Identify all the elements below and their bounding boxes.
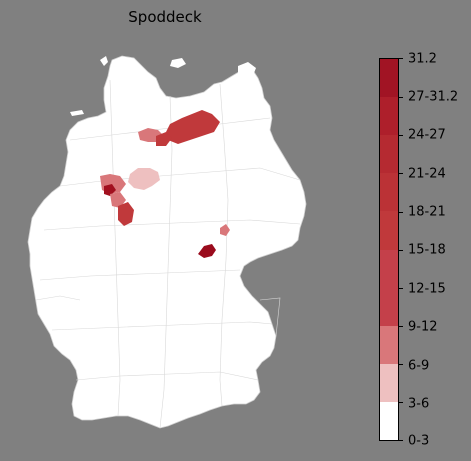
district-borders <box>35 79 301 429</box>
hanover-region <box>128 168 160 190</box>
colorbar-label: 31.2 <box>408 51 437 67</box>
leipzig-area <box>198 244 216 258</box>
westphalia-southwest <box>110 192 126 208</box>
north-sea-islands <box>70 56 108 116</box>
colorbar-label: 0-3 <box>408 433 430 449</box>
saxony-small <box>220 224 230 236</box>
colorbar-segment <box>380 97 398 136</box>
westphalia-small <box>104 184 116 196</box>
colorbar-label: 15-18 <box>408 242 446 258</box>
colorbar-segment <box>380 249 398 288</box>
colorbar-segment <box>380 59 398 98</box>
colorbar-segment <box>380 363 398 402</box>
germany-landmass <box>27 55 307 429</box>
colorbar-segment <box>380 287 398 326</box>
colorbar-tick <box>399 212 403 213</box>
colorbar-tick <box>399 288 403 289</box>
colorbar-segment <box>380 135 398 174</box>
colorbar-segment <box>380 211 398 250</box>
colorbar-tick <box>399 135 403 136</box>
colorbar-label: 21-24 <box>408 166 446 182</box>
colorbar <box>379 58 399 441</box>
colorbar-tick <box>399 173 403 174</box>
ruegen-island <box>238 62 256 80</box>
colorbar-tick <box>399 364 403 365</box>
colorbar-label: 6-9 <box>408 358 430 374</box>
colorbar-label: 27-31.2 <box>408 89 459 105</box>
colorbar-label: 24-27 <box>408 127 446 143</box>
colorbar-tick <box>399 58 403 59</box>
mecklenburg-east <box>166 110 220 144</box>
lower-saxony-north <box>156 132 172 146</box>
colorbar-segment <box>380 173 398 212</box>
map-title: Spoddeck <box>128 8 202 26</box>
colorbar-tick <box>399 326 403 327</box>
colorbar-segment <box>380 325 398 364</box>
colorbar-label: 18-21 <box>408 204 446 220</box>
colorbar-label: 9-12 <box>408 319 438 335</box>
colorbar-tick <box>399 402 403 403</box>
colorbar-label: 12-15 <box>408 281 446 297</box>
colorbar-tick <box>399 250 403 251</box>
westphalia-south <box>118 202 134 226</box>
colorbar-tick <box>399 97 403 98</box>
colorbar-segment <box>380 401 398 440</box>
fehmarn-island <box>170 58 186 68</box>
colorbar-label: 3-6 <box>408 396 430 412</box>
colorbar-tick <box>399 440 403 441</box>
